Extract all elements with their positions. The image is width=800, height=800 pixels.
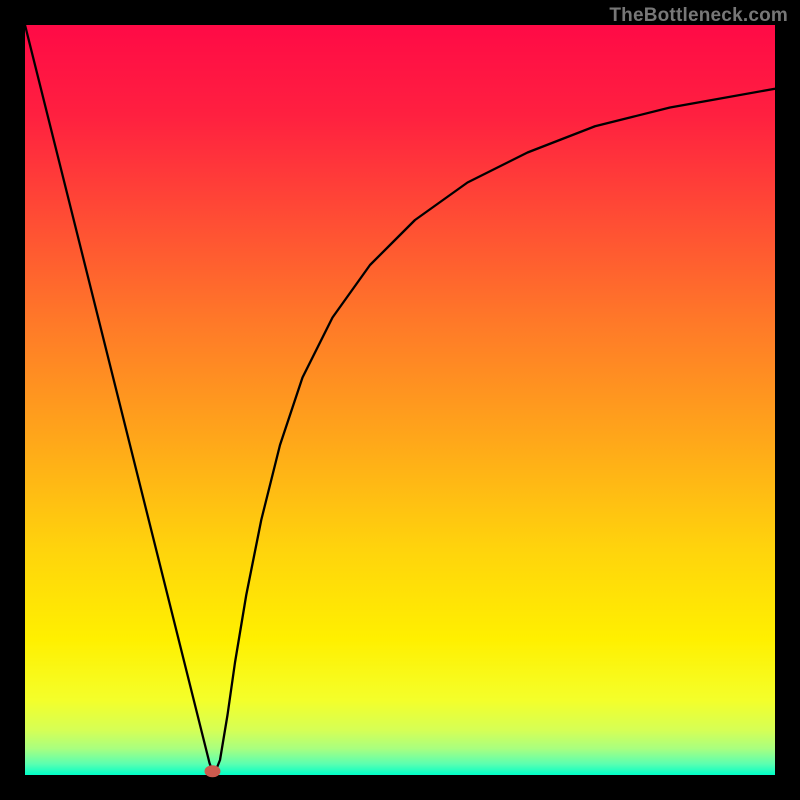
bottleneck-marker xyxy=(205,765,221,777)
plot-background xyxy=(25,25,775,775)
chart-frame: TheBottleneck.com xyxy=(0,0,800,800)
bottleneck-chart xyxy=(0,0,800,800)
